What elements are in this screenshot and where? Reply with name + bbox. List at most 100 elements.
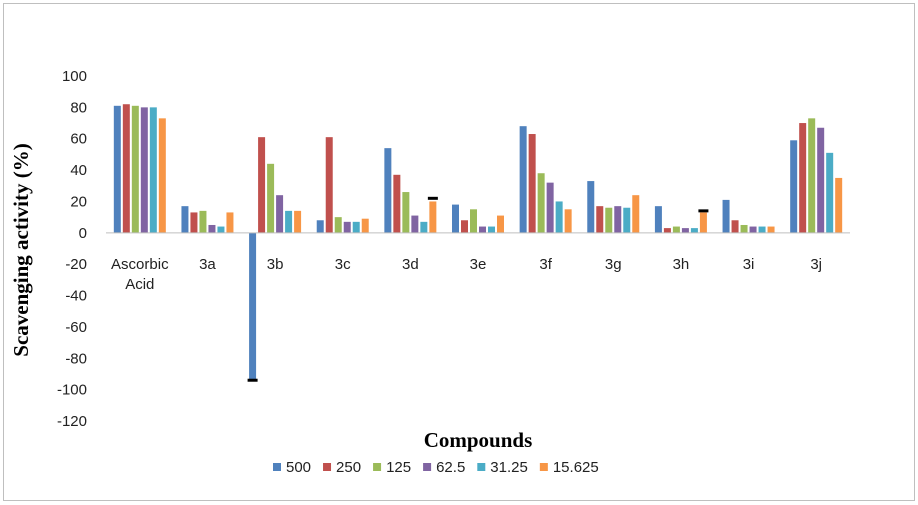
error-bar-cap	[427, 196, 438, 200]
bar	[663, 228, 671, 233]
bar	[343, 221, 351, 233]
legend-label: 500	[286, 459, 311, 476]
y-tick-label: 100	[62, 68, 87, 85]
y-tick-label: -100	[57, 382, 87, 399]
legend: 500 250 125 62.5 31.25 15.625	[273, 459, 599, 476]
x-tick-label: 3f	[539, 256, 552, 273]
x-tick-label: 3g	[605, 256, 622, 273]
y-tick-label: 60	[70, 131, 87, 148]
error-bar-cap	[247, 378, 258, 382]
y-tick-label: -60	[65, 319, 87, 336]
bar	[267, 163, 275, 233]
y-tick-label: -40	[65, 288, 87, 305]
bar	[452, 204, 459, 233]
bar	[149, 107, 157, 233]
x-tick-label: 3b	[267, 256, 284, 273]
bar	[294, 210, 302, 233]
bar	[285, 210, 293, 233]
bar	[402, 192, 410, 233]
bar	[826, 152, 834, 233]
bar	[537, 173, 545, 233]
legend-label: 15.625	[553, 459, 599, 476]
bar	[740, 224, 748, 233]
legend-swatch	[373, 463, 382, 471]
y-tick-label: -20	[65, 256, 87, 273]
bar	[276, 195, 284, 233]
bar	[140, 107, 148, 233]
bar	[614, 206, 622, 233]
bar	[799, 123, 807, 233]
bar	[258, 137, 266, 233]
bar	[690, 228, 698, 233]
bar	[632, 195, 640, 233]
bar	[681, 228, 689, 233]
x-tick-label: 3h	[673, 256, 690, 273]
bar	[790, 140, 798, 233]
bar	[420, 221, 428, 233]
bar	[158, 118, 166, 233]
legend-swatch	[273, 463, 281, 471]
y-axis-title: Scavenging activity (%)	[9, 143, 33, 356]
bar	[605, 207, 613, 233]
bar	[654, 206, 662, 233]
y-tick-label: -120	[57, 413, 87, 430]
bar	[699, 212, 707, 233]
bar	[181, 206, 189, 233]
bar	[546, 182, 554, 233]
bar	[767, 226, 775, 233]
legend-swatch	[539, 463, 548, 471]
error-bar-cap	[698, 209, 709, 213]
bar	[564, 209, 572, 233]
bar-series-group	[113, 104, 843, 381]
bar	[199, 210, 207, 233]
y-tick-label: 40	[70, 162, 87, 179]
bar	[808, 118, 816, 233]
bar	[488, 226, 495, 233]
bar	[470, 209, 477, 233]
y-tick-label: -80	[65, 350, 87, 367]
bar	[497, 215, 504, 233]
legend-swatch	[323, 463, 332, 471]
x-tick-label: 3c	[335, 256, 351, 273]
x-tick-label: 3e	[470, 256, 487, 273]
bar	[461, 220, 468, 233]
bar	[393, 174, 401, 233]
y-tick-label: 0	[79, 225, 87, 242]
x-tick-label: 3j	[810, 256, 822, 273]
bar	[334, 217, 342, 233]
bar	[352, 221, 360, 233]
bar	[249, 232, 257, 381]
bar	[122, 104, 130, 233]
bar	[113, 105, 121, 233]
legend-swatch	[477, 463, 486, 471]
legend-swatch	[423, 463, 432, 471]
bar	[555, 201, 563, 233]
bar	[672, 226, 680, 233]
bar	[758, 226, 766, 233]
bar	[731, 220, 739, 233]
bar	[429, 201, 437, 233]
chart-frame	[3, 3, 915, 501]
bar	[190, 212, 198, 233]
x-tick-label: Ascorbic Acid	[111, 256, 169, 293]
x-tick-label: 3d	[402, 256, 419, 273]
bar	[208, 224, 216, 233]
x-tick-label: 3i	[743, 256, 755, 273]
bar	[528, 134, 536, 233]
bar	[596, 206, 604, 233]
legend-label: 31.25	[490, 459, 528, 476]
bar	[316, 220, 324, 233]
bar	[519, 126, 527, 233]
y-tick-label: 80	[70, 99, 87, 116]
y-axis-ticks: 100 80 60 40 20 0 -20 -40 -60 -80 -100 -120	[57, 68, 87, 430]
y-tick-label: 20	[70, 193, 87, 210]
bar	[384, 148, 392, 233]
error-marks-group	[247, 196, 709, 382]
bar	[411, 215, 419, 233]
x-tick-label: 3a	[199, 256, 216, 273]
bar	[479, 226, 486, 233]
legend-label: 125	[386, 459, 411, 476]
legend-label: 62.5	[436, 459, 465, 476]
bar	[226, 212, 234, 233]
